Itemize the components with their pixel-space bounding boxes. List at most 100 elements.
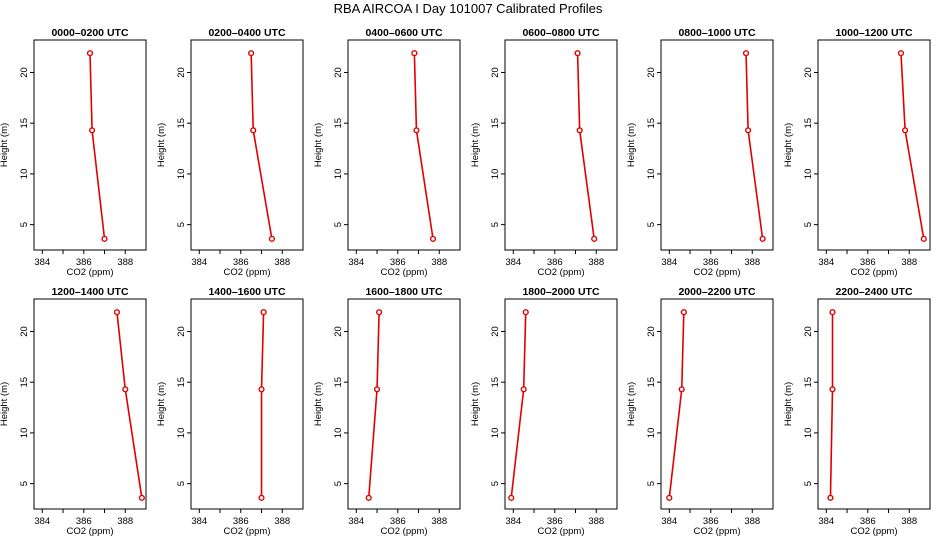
y-tick-label: 15 <box>333 118 344 129</box>
plot-frame <box>347 39 461 251</box>
x-tick-label: 388 <box>588 516 604 527</box>
y-tick-label: 20 <box>176 67 187 78</box>
y-tick-label: 5 <box>176 222 187 227</box>
x-tick-label: 386 <box>76 257 92 268</box>
panel: 2000–2200 UTC 384 386 388 5 10 15 20 CO2 (ppm) He… <box>626 286 774 537</box>
data-point <box>258 386 265 393</box>
data-point <box>248 50 255 57</box>
data-point <box>920 235 927 242</box>
x-tick-label: 384 <box>348 257 364 268</box>
y-tick-label: 15 <box>646 377 657 388</box>
data-point <box>122 386 129 393</box>
x-tick-label: 388 <box>588 257 604 268</box>
profile-line <box>413 53 434 239</box>
profile-line <box>367 312 380 498</box>
y-tick-label: 10 <box>490 169 501 180</box>
y-axis-label: Height (m) <box>156 123 167 167</box>
panel-title: 2000–2200 UTC <box>678 286 755 298</box>
x-tick-label: 388 <box>274 516 290 527</box>
x-axis-label: CO2 (ppm) <box>538 526 585 537</box>
data-point <box>829 309 836 316</box>
data-point <box>250 127 257 134</box>
y-tick-label: 20 <box>646 326 657 337</box>
data-point <box>902 127 909 134</box>
data-point <box>745 127 752 134</box>
data-point <box>827 494 834 501</box>
y-tick-label: 5 <box>490 481 501 486</box>
y-axis-label: Height (m) <box>156 382 167 426</box>
plot-frame <box>33 298 147 510</box>
y-tick-label: 10 <box>646 169 657 180</box>
data-point <box>260 309 267 316</box>
panel: 1400–1600 UTC 384 386 388 5 10 15 20 CO2 (ppm) He… <box>156 286 304 537</box>
x-axis-label: CO2 (ppm) <box>381 526 428 537</box>
data-point <box>113 309 121 316</box>
y-tick-label: 15 <box>19 118 30 129</box>
panel: 0800–1000 UTC 384 386 388 5 10 15 20 CO2 (ppm) He… <box>626 27 774 278</box>
profile-line <box>510 312 527 498</box>
figure-title: RBA AIRCOA I Day 101007 Calibrated Profi… <box>334 1 603 16</box>
data-point <box>591 235 598 242</box>
x-tick-label: 384 <box>191 516 207 527</box>
x-tick-label: 386 <box>233 516 249 527</box>
data-point <box>86 50 94 57</box>
y-tick-label: 5 <box>333 222 344 227</box>
plot-frame <box>504 39 618 251</box>
panel: 1600–1800 UTC 384 386 388 5 10 15 20 CO2 (ppm) He… <box>313 286 461 537</box>
x-tick-label: 388 <box>117 516 133 527</box>
x-tick-label: 388 <box>431 257 447 268</box>
plot-frame <box>817 39 931 251</box>
x-tick-label: 388 <box>431 516 447 527</box>
x-axis-label: CO2 (ppm) <box>224 526 271 537</box>
data-point <box>411 50 418 57</box>
y-tick-label: 5 <box>803 222 814 227</box>
x-tick-label: 386 <box>390 516 406 527</box>
y-tick-label: 5 <box>646 222 657 227</box>
x-tick-label: 384 <box>661 516 677 527</box>
x-tick-label: 386 <box>703 516 719 527</box>
data-point <box>268 235 275 242</box>
y-axis-label: Height (m) <box>0 382 10 426</box>
y-tick-label: 15 <box>646 118 657 129</box>
x-tick-label: 384 <box>505 516 521 527</box>
plot-frame <box>190 298 304 510</box>
panel-title: 1000–1200 UTC <box>835 27 912 39</box>
plot-frame <box>817 298 931 510</box>
panel: 0400–0600 UTC 384 386 388 5 10 15 20 CO2 (ppm) He… <box>313 27 461 278</box>
data-point <box>508 494 515 501</box>
profile-line <box>668 312 685 498</box>
y-tick-label: 5 <box>176 481 187 486</box>
y-tick-label: 10 <box>176 169 187 180</box>
y-tick-label: 15 <box>176 118 187 129</box>
y-axis-label: Height (m) <box>626 123 637 167</box>
x-tick-label: 384 <box>348 516 364 527</box>
data-point <box>376 309 383 316</box>
y-axis-label: Height (m) <box>0 123 10 167</box>
x-tick-label: 386 <box>860 516 876 527</box>
data-point <box>88 127 96 134</box>
plot-frame <box>190 39 304 251</box>
panel-title: 0000–0200 UTC <box>51 27 128 39</box>
panel-title: 2200–2400 UTC <box>835 286 912 298</box>
y-tick-label: 20 <box>333 326 344 337</box>
y-tick-label: 15 <box>490 377 501 388</box>
data-point <box>829 386 836 393</box>
x-tick-label: 384 <box>505 257 521 268</box>
profile-line <box>116 312 143 498</box>
y-tick-label: 10 <box>490 428 501 439</box>
y-axis-label: Height (m) <box>470 123 481 167</box>
y-tick-label: 20 <box>176 326 187 337</box>
data-point <box>897 50 905 57</box>
panel-title: 0200–0400 UTC <box>208 27 285 39</box>
y-tick-label: 15 <box>803 118 814 129</box>
panel-title: 0400–0600 UTC <box>365 27 442 39</box>
y-axis-label: Height (m) <box>313 123 324 167</box>
x-tick-label: 386 <box>390 257 406 268</box>
data-point <box>759 235 766 242</box>
panel: 0000–0200 UTC 384 386 388 5 10 15 20 CO2 (ppm) He… <box>0 27 147 278</box>
profile-line <box>576 53 595 239</box>
y-tick-label: 10 <box>646 428 657 439</box>
plot-frame <box>660 39 774 251</box>
y-tick-label: 15 <box>19 377 30 388</box>
